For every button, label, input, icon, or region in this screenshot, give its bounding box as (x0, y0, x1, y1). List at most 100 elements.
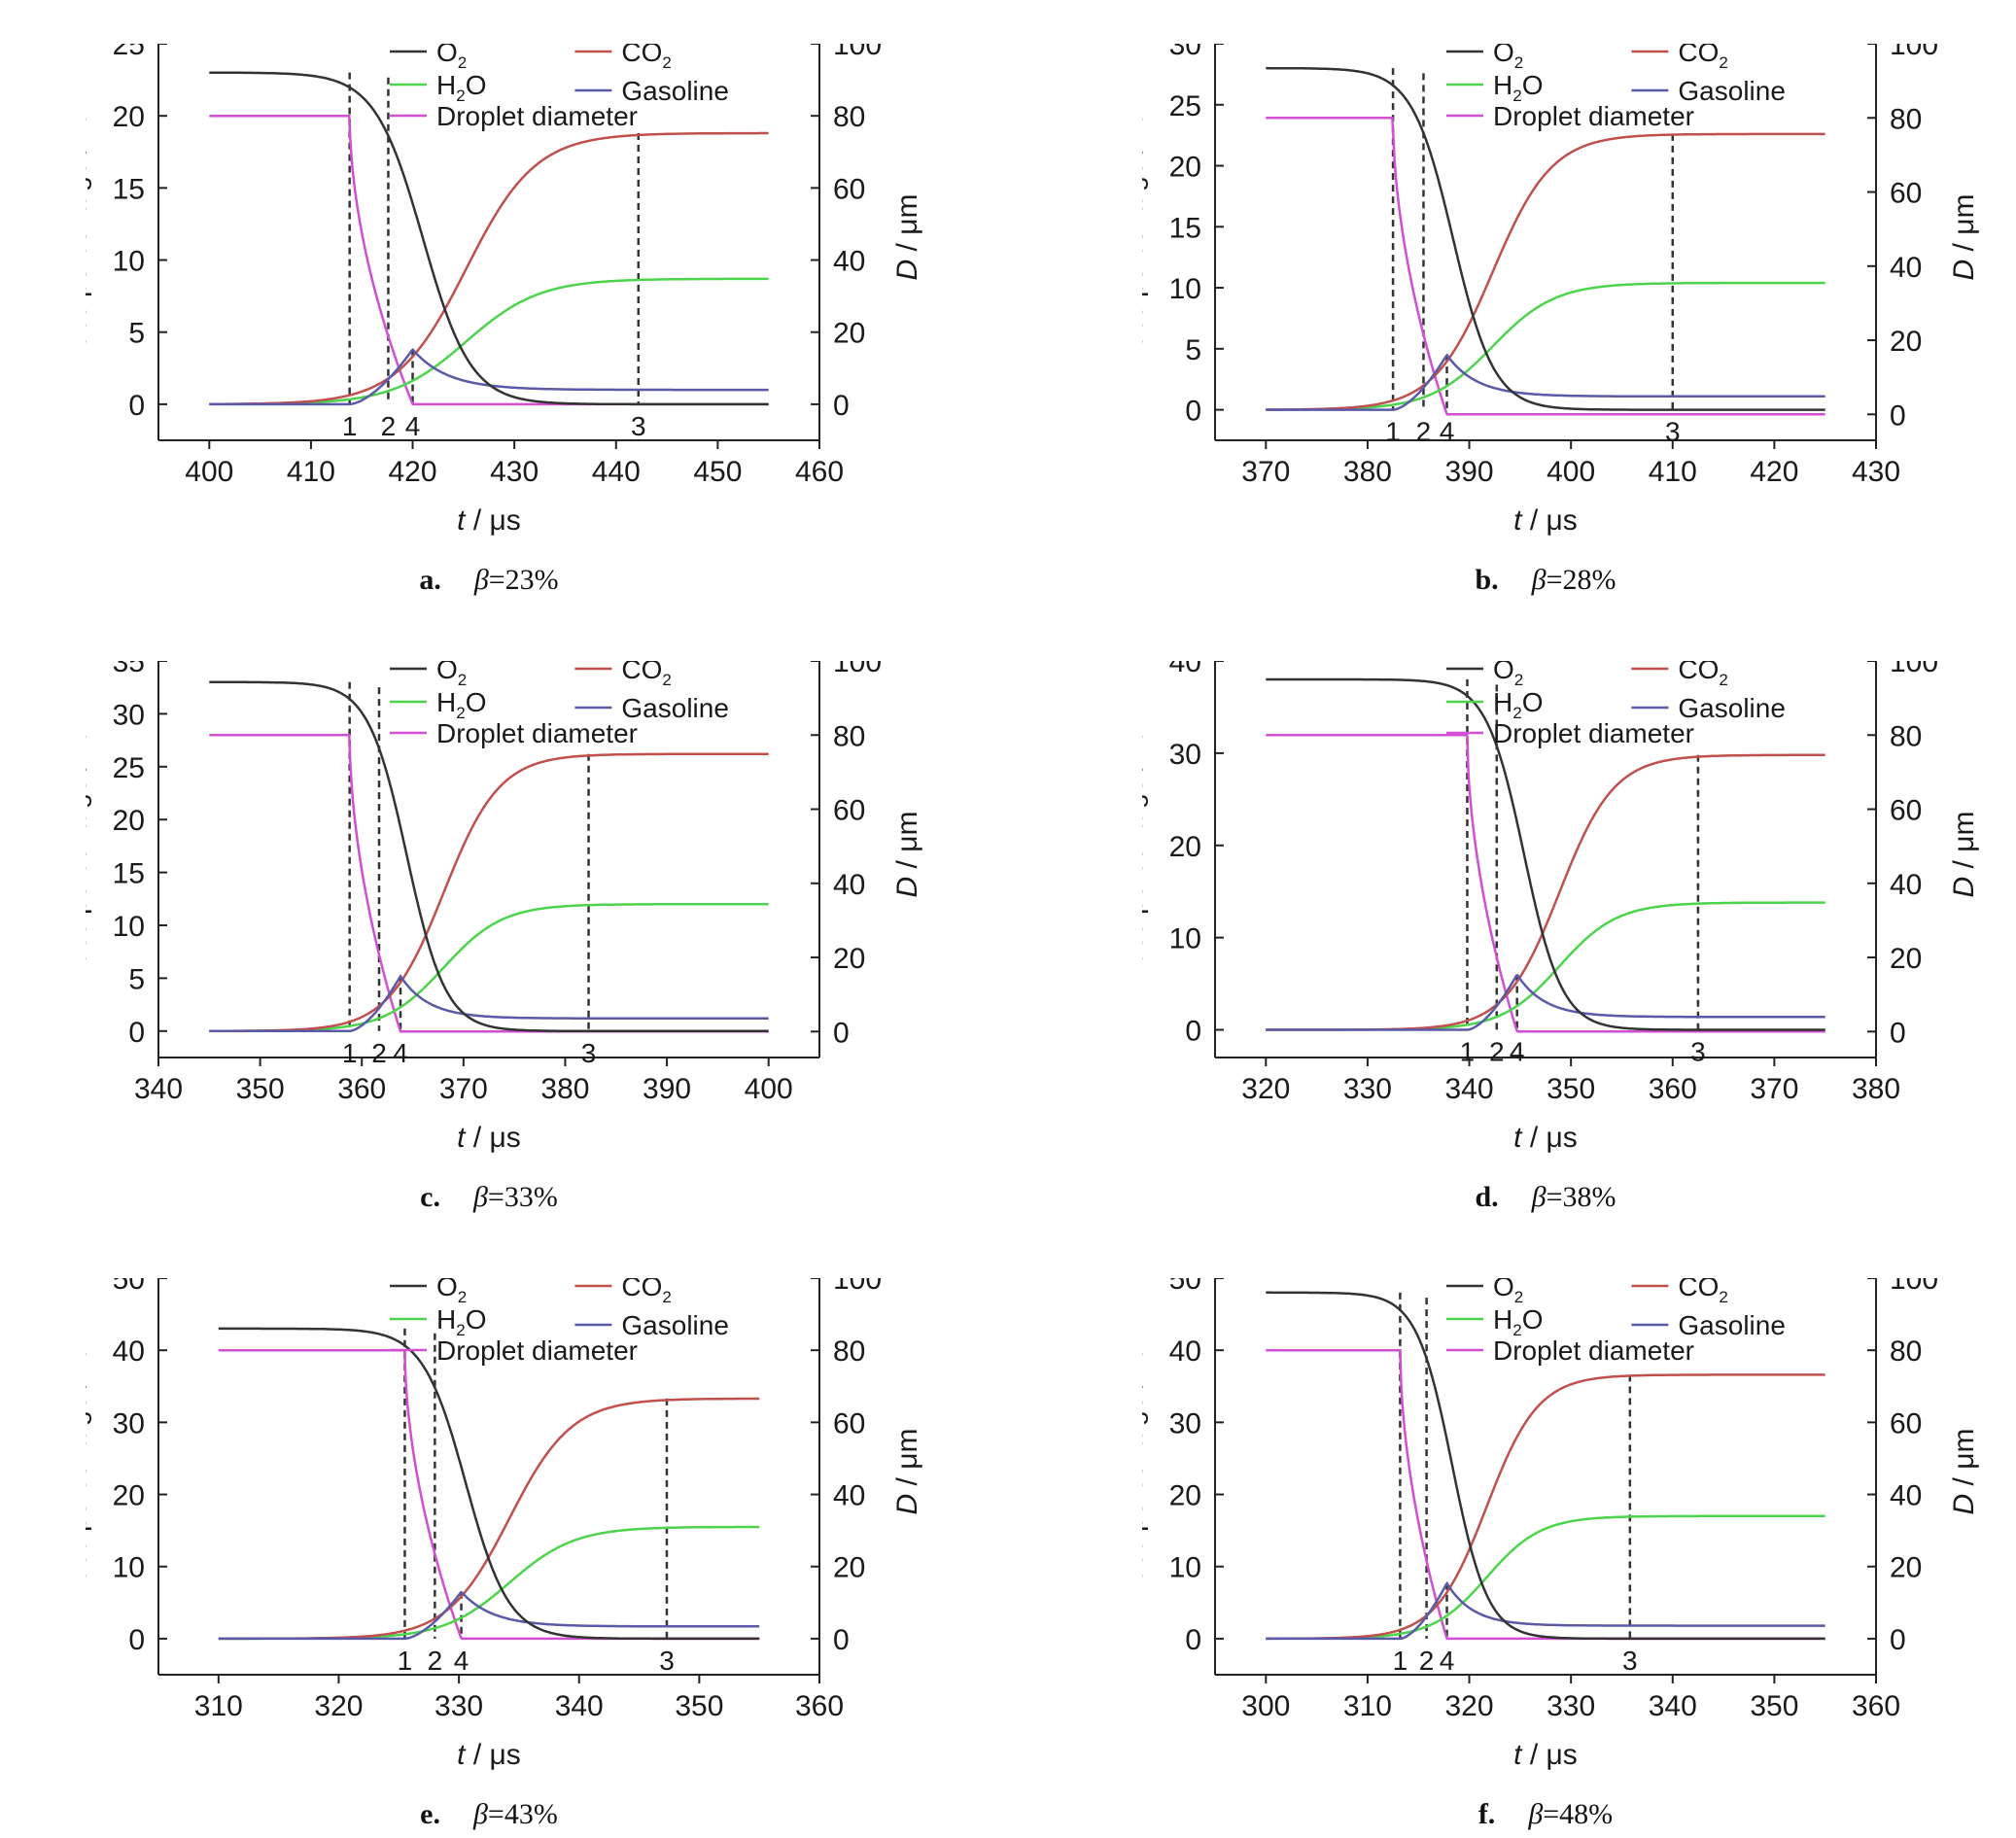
beta-symbol: β (472, 1798, 488, 1830)
marker-label-2: 2 (428, 1646, 443, 1676)
y-tick-label: 30 (1169, 44, 1201, 61)
y2-axis-label: D / μm (1948, 812, 1980, 898)
y-tick-label: 10 (113, 911, 145, 943)
marker-label-4: 4 (1440, 1646, 1455, 1676)
series-line-h2o (209, 902, 769, 1033)
series-line-co2 (209, 131, 769, 405)
beta-value: =33% (487, 1181, 558, 1213)
y-tick-label: 50 (113, 1278, 145, 1296)
x-tick-label: 440 (592, 456, 641, 488)
series-line-droplet-diameter (209, 114, 769, 406)
legend-label: H2O (1493, 687, 1543, 722)
legend-label: Droplet diameter (1493, 718, 1694, 748)
marker-label-4: 4 (1440, 417, 1455, 447)
x-tick-label: 390 (1445, 456, 1494, 488)
y-tick-label: 5 (1185, 334, 1201, 366)
y-tick-label: 50 (1169, 1278, 1201, 1296)
series-line-o2 (1266, 677, 1825, 1031)
y-tick-label: 15 (1169, 212, 1201, 244)
legend-label: Droplet diameter (1493, 101, 1694, 131)
marker-label-3: 3 (1690, 1037, 1706, 1067)
panel-caption-d: d. β=38% (1293, 1181, 1798, 1214)
legend-label: O2 (436, 44, 467, 72)
x-tick-label: 380 (1852, 1073, 1900, 1105)
y-tick-label: 10 (113, 246, 145, 278)
series-line-co2 (218, 1397, 760, 1641)
marker-label-1: 1 (342, 411, 358, 441)
y-tick-label: 10 (1169, 1552, 1201, 1584)
y-tick-label: 20 (1169, 1480, 1201, 1512)
marker-label-2: 2 (1416, 417, 1432, 447)
series-line-o2 (209, 680, 769, 1033)
series-line-co2 (1266, 1373, 1825, 1641)
x-tick-label: 430 (490, 456, 539, 488)
y2-axis-label-unit: / μm (891, 1429, 923, 1494)
y2-tick-label: 80 (833, 1335, 865, 1368)
beta-symbol: β (472, 1181, 488, 1213)
y2-tick-label: 100 (1890, 44, 1938, 61)
x-tick-label: 360 (1649, 1073, 1697, 1105)
panel-caption-a: a. β=23% (236, 564, 742, 597)
y2-tick-label: 0 (1890, 1017, 1906, 1049)
y2-tick-label: 80 (1890, 103, 1922, 135)
y-tick-label: 0 (128, 1624, 145, 1656)
y2-axis-label: D / μm (891, 812, 923, 898)
x-tick-label: 360 (1852, 1690, 1900, 1722)
y2-tick-label: 60 (833, 173, 865, 205)
beta-value: =43% (487, 1798, 558, 1830)
x-tick-label: 320 (1445, 1690, 1494, 1722)
series-line-droplet-diameter (1266, 117, 1825, 416)
legend-label: O2 (1493, 1278, 1523, 1306)
x-tick-label: 450 (693, 456, 742, 488)
y-tick-label: 25 (113, 752, 145, 784)
y2-tick-label: 20 (1890, 326, 1922, 358)
x-axis-label-unit: / μs (466, 1739, 521, 1771)
y-tick-label: 20 (113, 805, 145, 837)
marker-label-1: 1 (342, 1038, 358, 1068)
x-tick-label: 380 (1343, 456, 1392, 488)
legend-label: CO2 (1678, 44, 1727, 72)
legend-label: O2 (1493, 44, 1523, 72)
series-line-o2 (218, 1327, 760, 1641)
x-tick-label: 350 (1750, 1690, 1798, 1722)
panel-caption-c: c. β=33% (236, 1181, 742, 1214)
x-tick-label: 370 (1241, 456, 1290, 488)
x-tick-label: 390 (643, 1073, 691, 1105)
x-tick-label: 310 (194, 1690, 243, 1722)
x-axis-label-unit: / μs (1522, 1122, 1578, 1154)
y-axis-label: mass percentage / % (86, 731, 91, 987)
x-tick-label: 400 (185, 456, 233, 488)
x-tick-label: 430 (1852, 456, 1900, 488)
y2-tick-label: 40 (1890, 869, 1922, 901)
x-tick-label: 330 (1547, 1690, 1595, 1722)
y-tick-label: 20 (1169, 152, 1201, 184)
legend-label: O2 (436, 661, 467, 689)
marker-label-3: 3 (1665, 417, 1681, 447)
legend-label: O2 (436, 1278, 467, 1306)
series-line-droplet-diameter (209, 734, 769, 1033)
marker-label-1: 1 (1385, 417, 1401, 447)
y-tick-label: 5 (128, 318, 145, 350)
legend-label: H2O (436, 1304, 486, 1339)
x-tick-label: 350 (236, 1073, 285, 1105)
y2-tick-label: 40 (1890, 252, 1922, 284)
x-tick-label: 310 (1343, 1690, 1392, 1722)
y-tick-label: 15 (113, 858, 145, 890)
y2-axis-label: D / μm (891, 1429, 923, 1515)
y2-tick-label: 60 (833, 795, 865, 827)
y-tick-label: 25 (113, 44, 145, 61)
y-tick-label: 0 (128, 1017, 145, 1049)
y2-tick-label: 40 (1890, 1480, 1922, 1512)
x-axis-label: t / μs (457, 504, 521, 537)
y-tick-label: 40 (113, 1335, 145, 1368)
y-tick-label: 20 (1169, 831, 1201, 863)
series-line-co2 (1266, 753, 1825, 1031)
x-axis-label-symbol: t (1513, 504, 1523, 537)
beta-value: =48% (1543, 1798, 1614, 1830)
series-line-droplet-diameter (1266, 1348, 1825, 1641)
y2-tick-label: 60 (1890, 795, 1922, 827)
y-tick-label: 15 (113, 173, 145, 205)
legend-label: H2O (1493, 1304, 1543, 1339)
